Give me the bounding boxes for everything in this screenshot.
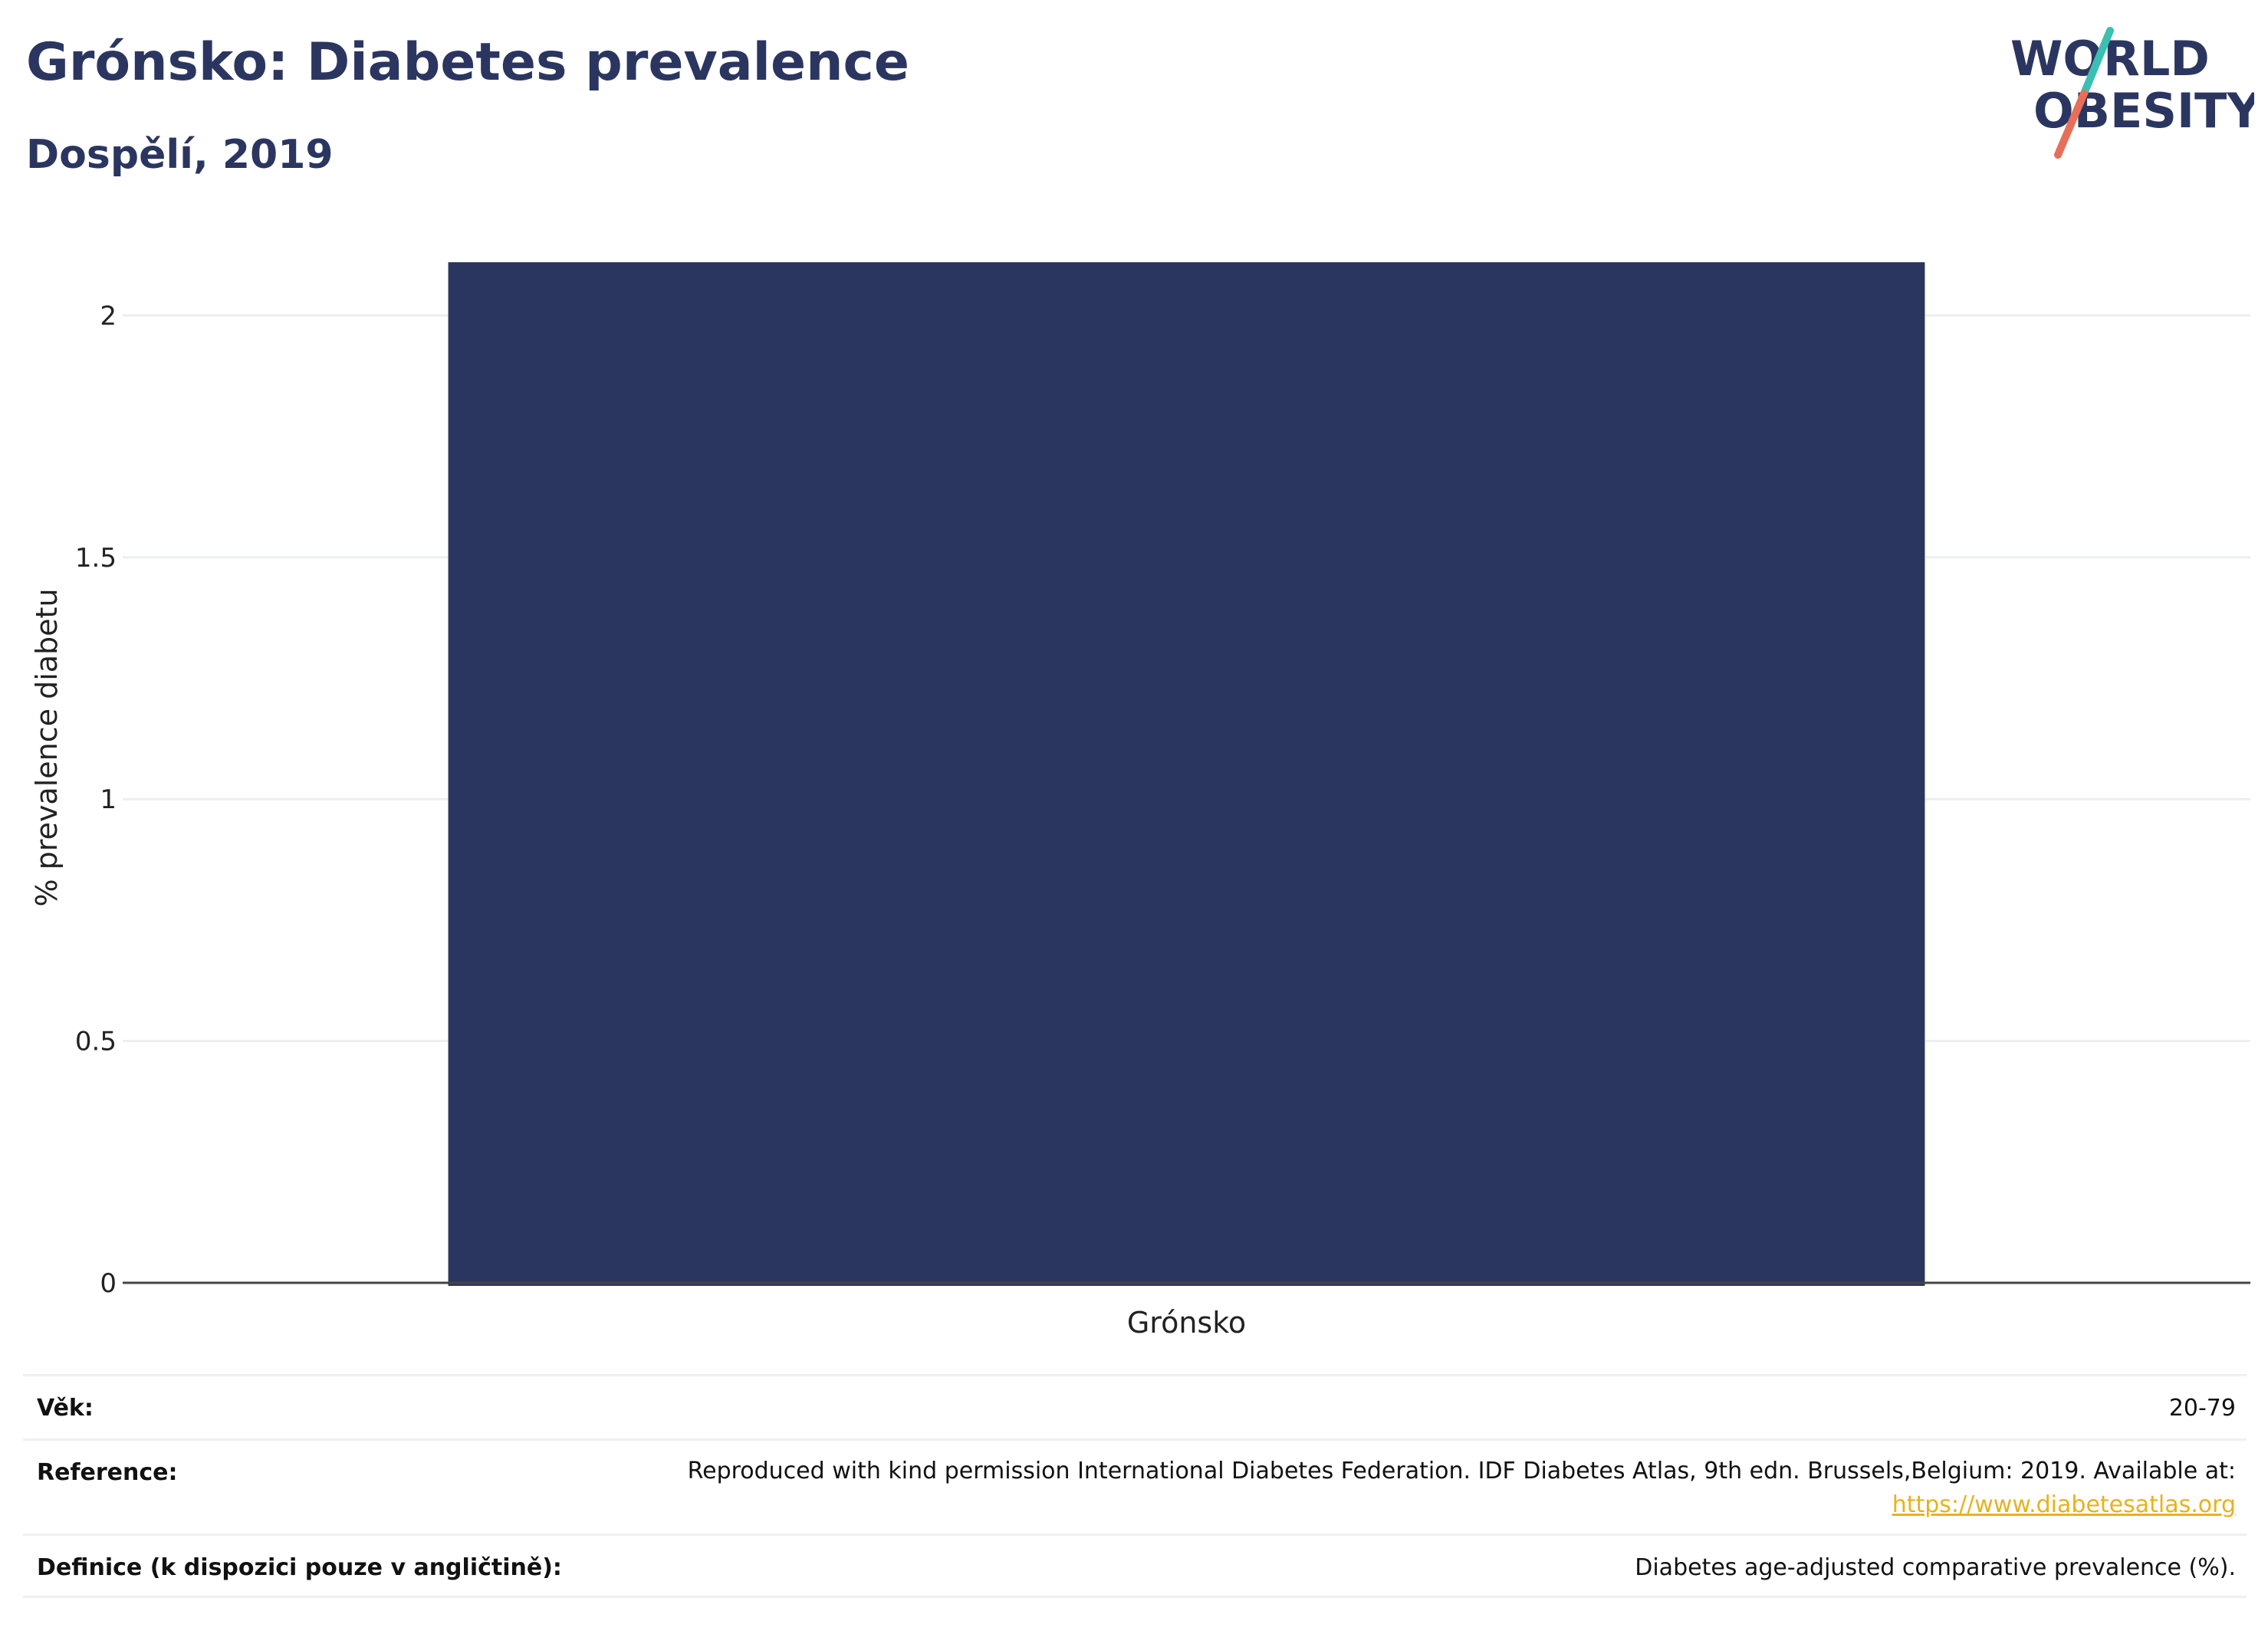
info-value-age: 20-79 xyxy=(2168,1395,2236,1422)
info-table: Věk: 20-79 Reference: Reproduced with ki… xyxy=(23,1374,2247,1598)
x-tick-labels: Grónsko xyxy=(1127,1306,1246,1340)
page-subtitle: Dospělí, 2019 xyxy=(26,132,334,178)
y-tick-labels: 0 0.5 1 1.5 2 xyxy=(75,301,117,1299)
info-row-age: Věk: 20-79 xyxy=(23,1374,2247,1438)
info-label-definition: Definice (k dispozici pouze v angličtině… xyxy=(37,1554,562,1581)
y-tick-label: 0 xyxy=(100,1268,117,1299)
info-row-reference: Reference: Reproduced with kind permissi… xyxy=(23,1438,2247,1534)
logo-slash-teal xyxy=(2080,27,2114,97)
bars xyxy=(448,262,1925,1286)
diabetes-atlas-link[interactable]: https://www.diabetesatlas.org xyxy=(1892,1491,2236,1518)
y-tick-label: 0.5 xyxy=(75,1027,117,1057)
y-tick-label: 1 xyxy=(100,784,117,815)
info-label-age: Věk: xyxy=(37,1395,94,1422)
y-axis-label: % prevalence diabetu xyxy=(30,588,64,906)
info-label-reference: Reference: xyxy=(37,1459,178,1486)
bar xyxy=(448,262,1925,1286)
world-obesity-logo: WORLD OBESITY xyxy=(2010,27,2254,159)
logo-slash-coral xyxy=(2054,90,2088,159)
y-tick-label: 2 xyxy=(100,301,117,331)
y-tick-label: 1.5 xyxy=(75,543,117,574)
info-value-reference: Reproduced with kind permission Internat… xyxy=(687,1458,2236,1484)
page-title: Grónsko: Diabetes prevalence xyxy=(26,32,909,93)
info-row-definition: Definice (k dispozici pouze v angličtině… xyxy=(23,1534,2247,1598)
info-value-definition: Diabetes age-adjusted comparative preval… xyxy=(1635,1554,2236,1581)
bar-chart: 0 0.5 1 1.5 2 Grónsko % prevalence diabetu xyxy=(30,262,2250,1340)
x-tick-label: Grónsko xyxy=(1127,1306,1246,1340)
